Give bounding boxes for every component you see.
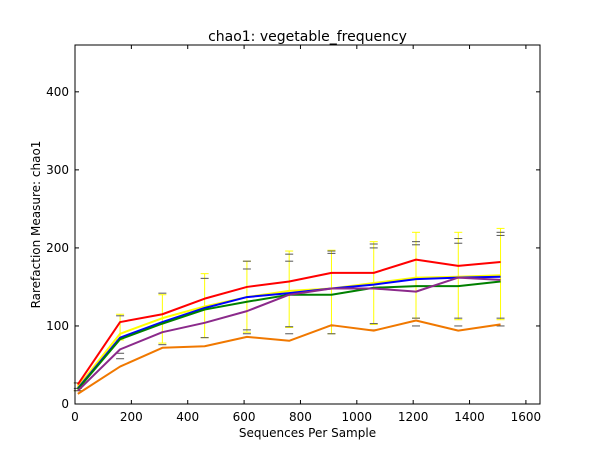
chart-title: chao1: vegetable_frequency [208, 29, 407, 45]
plot-area [75, 45, 540, 404]
series-line-6 [77, 319, 501, 395]
y-tick-label: 400 [46, 85, 69, 99]
y-tick-label: 200 [46, 241, 69, 255]
x-tick-label: 200 [120, 410, 143, 424]
series-lines [76, 258, 501, 395]
plot-background [75, 45, 540, 404]
y-tick-label: 0 [61, 397, 69, 411]
axes-frame [74, 44, 541, 405]
x-tick-label: 1000 [342, 410, 373, 424]
x-tick-label: 400 [176, 410, 199, 424]
x-tick-label: 1200 [398, 410, 429, 424]
series-line-5 [77, 276, 501, 392]
x-tick-label: 1400 [454, 410, 485, 424]
series-line-3 [77, 275, 501, 390]
x-tick-label: 800 [289, 410, 312, 424]
x-axis-title: Sequences Per Sample [239, 426, 376, 440]
axes: 0 200 400 600 800 1000 1200 1400 1600 0 100 200 300 4… [46, 44, 542, 424]
y-tick-label: 300 [46, 163, 69, 177]
x-tick-label: 0 [71, 410, 79, 424]
y-tick-label: 100 [46, 319, 69, 333]
x-tick-label: 600 [233, 410, 256, 424]
series-line-2 [76, 258, 501, 386]
x-tick-label: 1600 [511, 410, 542, 424]
series-line-1 [77, 274, 501, 388]
y-axis-title: Rarefaction Measure: chao1 [29, 141, 43, 309]
